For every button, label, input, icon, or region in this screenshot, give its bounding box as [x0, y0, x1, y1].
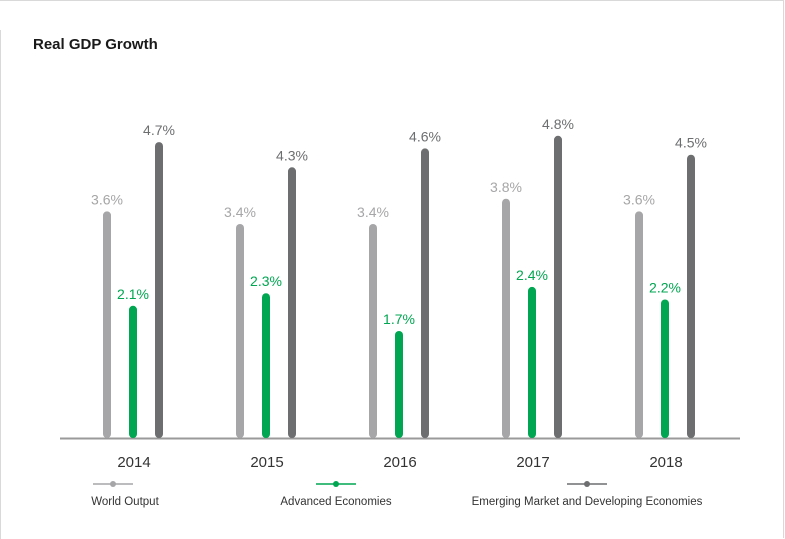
- bar-advanced-economies-2017: [528, 286, 536, 438]
- value-label-emerging-market-and-developing-economies-2015: 4.3%: [276, 147, 308, 163]
- value-label-world-output-2017: 3.8%: [490, 179, 522, 195]
- bar-world-output-2018: [635, 211, 643, 438]
- x-tick-label-2018: 2018: [649, 454, 682, 471]
- legend-marker-emerging-market-and-developing-economies: [584, 481, 590, 487]
- value-label-world-output-2015: 3.4%: [224, 204, 256, 220]
- value-label-advanced-economies-2016: 1.7%: [383, 311, 415, 327]
- bar-advanced-economies-2015: [262, 293, 270, 438]
- legend-label-advanced-economies: Advanced Economies: [280, 496, 391, 508]
- bar-emerging-market-and-developing-economies-2014: [155, 142, 163, 438]
- value-label-advanced-economies-2014: 2.1%: [117, 286, 149, 302]
- bar-advanced-economies-2018: [661, 299, 669, 438]
- chart-frame-left-edge: [0, 30, 1, 539]
- x-tick-label-2015: 2015: [250, 454, 283, 471]
- bar-world-output-2016: [369, 223, 377, 438]
- x-tick-label-2016: 2016: [383, 454, 416, 471]
- legend-marker-world-output: [110, 481, 116, 487]
- value-label-advanced-economies-2017: 2.4%: [516, 267, 548, 283]
- bar-world-output-2014: [103, 211, 111, 438]
- value-label-emerging-market-and-developing-economies-2016: 4.6%: [409, 128, 441, 144]
- bar-emerging-market-and-developing-economies-2018: [687, 154, 695, 439]
- x-tick-label-2014: 2014: [117, 454, 150, 471]
- x-tick-label-2017: 2017: [516, 454, 549, 471]
- bar-emerging-market-and-developing-economies-2015: [288, 167, 296, 438]
- value-label-world-output-2018: 3.6%: [623, 191, 655, 207]
- legend-label-world-output: World Output: [91, 496, 159, 508]
- value-label-emerging-market-and-developing-economies-2014: 4.7%: [143, 122, 175, 138]
- bar-emerging-market-and-developing-economies-2017: [554, 135, 562, 438]
- legend-label-emerging-market-and-developing-economies: Emerging Market and Developing Economies: [472, 496, 703, 508]
- value-label-emerging-market-and-developing-economies-2017: 4.8%: [542, 116, 574, 132]
- bar-world-output-2015: [236, 223, 244, 438]
- bar-world-output-2017: [502, 198, 510, 438]
- value-label-advanced-economies-2015: 2.3%: [250, 273, 282, 289]
- chart-title: Real GDP Growth: [33, 36, 158, 53]
- value-label-emerging-market-and-developing-economies-2018: 4.5%: [675, 135, 707, 151]
- bar-advanced-economies-2014: [129, 305, 137, 438]
- value-label-world-output-2016: 3.4%: [357, 204, 389, 220]
- value-label-advanced-economies-2018: 2.2%: [649, 279, 681, 295]
- bar-advanced-economies-2016: [395, 330, 403, 438]
- value-label-world-output-2014: 3.6%: [91, 191, 123, 207]
- legend-marker-advanced-economies: [333, 481, 339, 487]
- bar-emerging-market-and-developing-economies-2016: [421, 148, 429, 438]
